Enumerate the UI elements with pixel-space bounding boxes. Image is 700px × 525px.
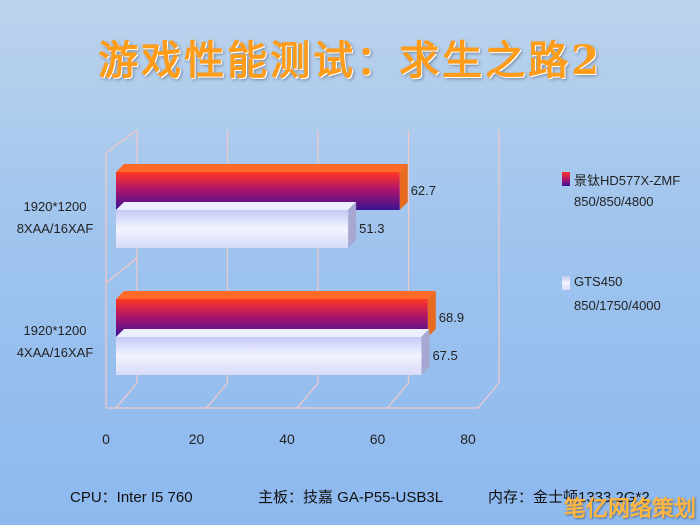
floor-line-3 <box>387 382 409 409</box>
floor-line-4 <box>477 382 500 409</box>
legend-swatch-hd577x <box>562 172 570 186</box>
bar-side-1-0 <box>348 202 357 248</box>
bar-top-0-1 <box>116 291 436 299</box>
category-divider <box>105 257 138 284</box>
category-label-2-line1: 1920*1200 <box>23 323 87 338</box>
watermark: 笔亿网络策划 <box>563 497 696 522</box>
x-tick-label-4: 80 <box>460 431 476 447</box>
bar-side-0-1 <box>427 291 436 337</box>
bar-top-1-0 <box>116 202 357 210</box>
floor-line-0 <box>115 382 138 409</box>
legend-name-gts450: GTS450 <box>574 274 623 289</box>
x-tick-label-2: 40 <box>279 431 295 447</box>
category-label-1: 1920*1200 8XAA/16XAF <box>5 196 105 240</box>
x-axis-ticks: 0 20 40 60 80 <box>102 431 476 447</box>
footer-cpu: CPU：Inter I5 760 <box>70 489 193 506</box>
legend-swatch-gts450 <box>562 276 570 290</box>
footer-memory: 内存：金士顿1333 2G*2 <box>488 489 650 506</box>
bar-top-1-1 <box>116 329 430 337</box>
left-wall-top <box>105 129 138 154</box>
x-tick-label-0: 0 <box>102 431 110 447</box>
legend-sub-hd577x: 850/850/4800 <box>574 194 654 209</box>
footer-board: 主板：技嘉 GA-P55-USB3L <box>258 489 444 506</box>
category-label-1-line2: 8XAA/16XAF <box>16 221 94 236</box>
legend-sub-gts450: 850/1750/4000 <box>574 298 661 313</box>
legend-name-hd577x: 景钛HD577X-ZMF <box>574 173 681 188</box>
data-label-1-1: 67.5 <box>432 348 457 363</box>
floor-line-1 <box>206 382 228 409</box>
data-label-0-1: 68.9 <box>439 310 464 325</box>
category-label-2-line2: 4XAA/16XAF <box>16 345 94 360</box>
bar-1-0 <box>116 210 349 248</box>
category-label-1-line1: 1920*1200 <box>23 199 87 214</box>
x-tick-label-1: 20 <box>189 431 205 447</box>
data-label-0-0: 62.7 <box>411 183 436 198</box>
x-tick-label-3: 60 <box>370 431 386 447</box>
bar-side-0-0 <box>399 164 408 210</box>
bar-top-0-0 <box>116 164 408 172</box>
category-label-2: 1920*1200 4XAA/16XAF <box>5 320 105 364</box>
bar-side-1-1 <box>421 329 430 375</box>
chart-title: 游戏性能测试：求生之路2 <box>98 37 602 84</box>
floor-line-2 <box>296 382 319 409</box>
data-label-1-0: 51.3 <box>359 221 384 236</box>
bars: 62.7 51.3 68.9 67.5 <box>116 164 464 375</box>
bar-1-1 <box>116 337 422 375</box>
